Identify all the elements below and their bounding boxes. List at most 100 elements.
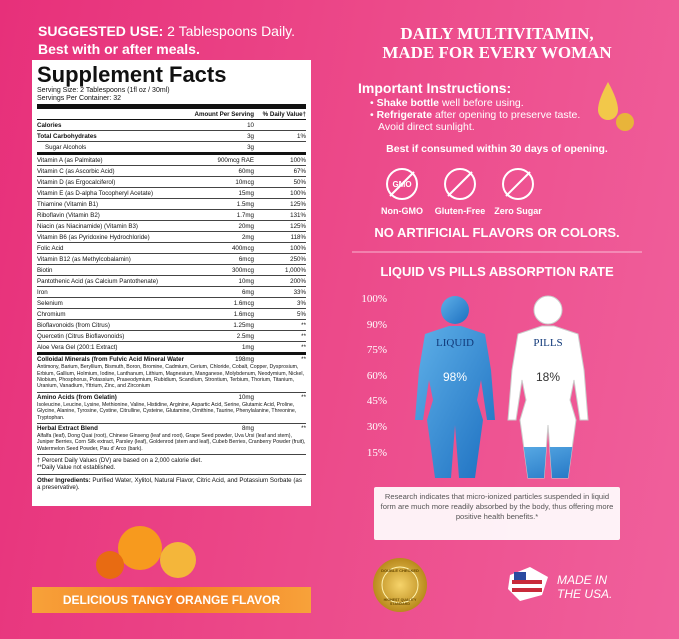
blend-row: Herbal Extract Blend 8mg ** xyxy=(37,424,306,433)
facts-row: Vitamin A (as Palmitate) 900mcg RAE 100% xyxy=(37,155,306,167)
daily-value: 118% xyxy=(290,233,306,241)
facts-row: Vitamin D (as Ergocalciferol) 10mcg 50% xyxy=(37,177,306,189)
nutrient: Riboflavin (Vitamin B2) xyxy=(37,211,100,219)
daily-value: 1% xyxy=(297,132,306,140)
facts-row: Sugar Alcohols 3g xyxy=(37,142,306,156)
instruction-text: well before using. xyxy=(441,97,524,109)
amount: 60mg xyxy=(238,167,254,175)
instructions-title: Important Instructions: xyxy=(358,80,512,96)
daily-value: ** xyxy=(301,321,306,329)
servings: Servings Per Container: 32 xyxy=(37,95,306,110)
nutrient: Vitamin A (as Palmitate) xyxy=(37,156,103,164)
nutrient: Folic Acid xyxy=(37,244,64,252)
daily-value: 100% xyxy=(290,156,306,164)
flavor: DELICIOUS TANGY ORANGE FLAVOR xyxy=(62,593,281,607)
daily-value: ** xyxy=(301,393,306,401)
amount: 1.5mg xyxy=(236,200,254,208)
header-amount: Amount Per Serving xyxy=(194,110,254,118)
nutrient: Vitamin B6 (as Pyridoxine Hydrochloride) xyxy=(37,233,150,241)
daily-value: 125% xyxy=(290,222,306,230)
facts-row: Niacin (as Niacinamide) (Vitamin B3) 20mg… xyxy=(37,221,306,233)
amount: 198mg xyxy=(235,356,254,364)
silhouette-head xyxy=(441,296,469,324)
droplet xyxy=(598,82,634,131)
note-box xyxy=(374,487,620,540)
facts-row: Bioflavonoids (from Citrus) 1.25mg ** xyxy=(37,320,306,332)
daily-value: ** xyxy=(301,343,306,351)
amount: 3g xyxy=(247,143,254,151)
label: SUGGESTED USE: xyxy=(38,23,164,39)
daily-value: 131% xyxy=(290,211,306,219)
scale-label: 100% xyxy=(361,293,387,305)
daily-value: 250% xyxy=(290,255,306,263)
made-in: MADE IN xyxy=(557,573,608,587)
other-label: Other Ingredients: xyxy=(37,476,91,484)
usa-icon xyxy=(508,567,548,601)
daily-value: 100% xyxy=(290,244,306,252)
facts-row: Folic Acid 400mcg 100% xyxy=(37,243,306,255)
flavor-banner xyxy=(32,587,311,613)
facts-row: Total Carbohydrates 3g 1% xyxy=(37,131,306,143)
amount: 1mg xyxy=(241,343,254,351)
scale-label: 90% xyxy=(366,318,387,331)
dose: 2 Tablespoons Daily. xyxy=(167,23,296,39)
daily-value: 67% xyxy=(293,167,306,175)
nutrient: Quercetin (Citrus Bioflavonoids) xyxy=(37,332,125,340)
amount: 10mcg xyxy=(235,178,254,186)
serving-size: Serving Size: 2 Tablespoons (1fl oz / 30… xyxy=(37,87,170,94)
facts-row: Chromium 1.6mcg 5% xyxy=(37,309,306,321)
pills-fill xyxy=(508,447,588,478)
seal-ring xyxy=(381,566,419,604)
nutrient: Total Carbohydrates xyxy=(37,132,97,140)
facts-title: Supplement Facts xyxy=(37,62,227,87)
facts-row: Riboflavin (Vitamin B2) 1.7mg 131% xyxy=(37,210,306,222)
best-before: Best if consumed within 30 days of openi… xyxy=(386,143,608,155)
amount: 400mcg xyxy=(231,244,254,252)
facts-row: Vitamin B6 (as Pyridoxine Hydrochloride)… xyxy=(37,232,306,244)
nutrient: Niacin (as Niacinamide) (Vitamin B3) xyxy=(37,222,138,230)
blends: Colloidal Minerals (from Fulvic Acid Min… xyxy=(37,355,306,456)
daily-value: 33% xyxy=(293,288,306,296)
made-in: THE USA. xyxy=(557,587,613,601)
fruit xyxy=(96,526,196,579)
other-ingredients: Purified Water, Xylitol, Natural Flavor,… xyxy=(37,476,302,492)
silhouette-body xyxy=(415,326,495,478)
amount: 900mcg RAE xyxy=(217,156,254,164)
amount: 10 xyxy=(247,121,254,129)
note: Best with or after meals. xyxy=(38,41,200,57)
nutrient: Pantothenic Acid (as Calcium Pantothenat… xyxy=(37,277,159,285)
nutrient: Aloe Vera Gel (200:1 Extract) xyxy=(37,343,118,351)
facts-row: Vitamin E (as D-alpha Tocopheryl Acetate… xyxy=(37,188,306,200)
blend-name: Amino Acids (from Gelatin) xyxy=(37,393,117,401)
footnote: † Percent Daily Values (DV) are based on… xyxy=(37,458,202,465)
facts-row: Aloe Vera Gel (200:1 Extract) 1mg ** xyxy=(37,342,306,356)
amount: 20mg xyxy=(238,222,254,230)
facts-row: Iron 6mg 33% xyxy=(37,287,306,299)
nutrient: Vitamin B12 (as Methylcobalamin) xyxy=(37,255,131,263)
facts-row: Pantothenic Acid (as Calcium Pantothenat… xyxy=(37,276,306,288)
badge-label: Non-GMO xyxy=(381,206,423,216)
badge-icons xyxy=(386,168,534,200)
daily-value: ** xyxy=(301,424,306,432)
footnote: **Daily Value not established. xyxy=(37,465,306,475)
blend-name: Colloidal Minerals (from Fulvic Acid Min… xyxy=(37,356,184,364)
nutrient: Sugar Alcohols xyxy=(45,143,87,151)
blend-name: Herbal Extract Blend xyxy=(37,424,98,432)
daily-value: 5% xyxy=(297,310,306,318)
instruction-bold: Shake bottle xyxy=(376,97,440,109)
nutrient: Vitamin D (as Ergocalciferol) xyxy=(37,178,116,186)
badge-label: Zero Sugar xyxy=(494,206,542,216)
daily-value: 125% xyxy=(290,200,306,208)
pills-label: PILLS xyxy=(533,337,563,349)
facts-row: Thiamine (Vitamin B1) 1.5mg 125% xyxy=(37,199,306,211)
amount: 2.5mg xyxy=(236,332,254,340)
nutrient: Iron xyxy=(37,288,48,296)
blend-row: Amino Acids (from Gelatin) 10mg ** xyxy=(37,393,306,402)
absorption-title: LIQUID VS PILLS ABSORPTION RATE xyxy=(380,264,614,279)
headline: MADE FOR EVERY WOMAN xyxy=(382,43,612,62)
facts-row: Biotin 300mcg 1,000% xyxy=(37,265,306,277)
no-artificial: NO ARTIFICIAL FLAVORS OR COLORS. xyxy=(374,225,620,240)
liquid-label: LIQUID xyxy=(436,337,474,349)
amount: 6mcg xyxy=(238,255,254,263)
